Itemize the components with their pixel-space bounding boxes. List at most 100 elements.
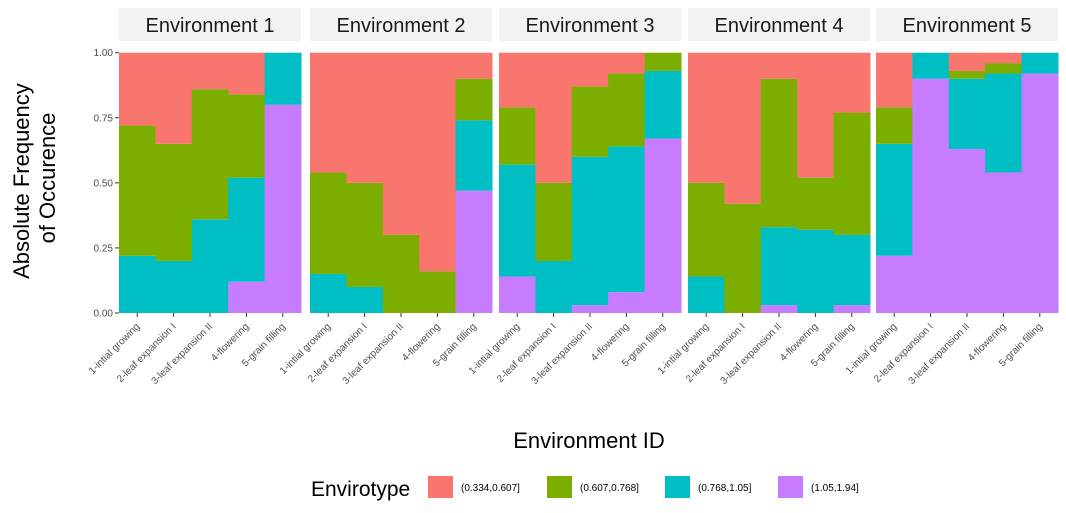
panel-strip-label: Environment 5 [903,15,1032,37]
y-axis-title: Absolute Frequency of Occurence [9,77,60,279]
bar-segment [760,305,798,313]
bar-segment [535,52,573,183]
bar-segment [191,219,229,313]
panel-strip-label: Environment 3 [526,15,655,37]
bar-segment [797,229,835,313]
bar-segment [608,73,646,147]
legend-label: (1.05,1.94] [811,483,859,494]
legend-key [665,476,690,498]
bar-segment [310,52,347,173]
bar-segment [688,276,725,313]
y-axis: 0.00 0.25 0.50 0.75 1.00 [94,48,119,320]
legend-label: (0.768,1.05] [698,483,752,494]
legend-key [428,476,453,498]
bar-segment [346,182,384,287]
y-axis-title-line-2: of Occurence [35,113,60,244]
panel-strip-label: Environment 1 [146,15,275,37]
panel-strip [499,8,681,41]
panel-strip [688,8,870,41]
bar-segment [608,52,646,74]
bar-segment [948,52,986,71]
bar-segment [985,73,1023,173]
bar-segment [571,305,609,313]
bar-segment [264,104,302,314]
bar-segment [571,52,609,87]
legend-key [778,476,803,498]
x-axis-title: Environment ID [513,428,665,453]
legend-key [547,476,572,498]
bar-segment [346,286,384,313]
bar-segment [419,52,457,272]
bar-segment [119,125,156,256]
bar-segment [1021,52,1059,74]
bar-segment [644,138,682,313]
bar-segment [1021,73,1059,313]
bar-segment [419,271,457,313]
bar-segment [912,78,950,314]
bar-segment [228,281,266,313]
legend-item: (1.05,1.94] [778,476,859,498]
bar-segment [264,52,302,105]
bar-segment [985,52,1023,64]
bar-segment [191,89,229,220]
legend-item: (0.334,0.607] [428,476,520,498]
bar-segment [688,182,725,277]
panel-strip-label: Environment 2 [337,15,466,37]
bar-segment [382,52,420,235]
bar-segment [985,172,1023,313]
legend-title: Envirotype [311,478,410,501]
bar-segment [644,52,682,71]
bar-segment [228,94,266,178]
bar-segment [119,255,156,313]
bar-segment [985,63,1023,74]
bar-segment [155,143,193,261]
bar-segment [608,292,646,313]
legend-label: (0.334,0.607] [461,483,520,494]
bar-segment [644,70,682,139]
bar-segment [310,172,347,274]
legend-item: (0.768,1.05] [665,476,752,498]
bar-segment [228,52,266,95]
legend-label: (0.607,0.768] [580,483,639,494]
bar-segment [346,52,384,183]
bar-segment [876,143,913,256]
bar-segment [499,107,536,165]
bar-segment [876,52,913,108]
bar-segment [760,227,798,306]
bar-segment [833,52,871,113]
bar-segment [912,52,950,79]
legend-items: (0.334,0.607] (0.607,0.768] (0.768,1.05] (1… [428,476,859,498]
bar-segment [535,260,573,313]
bar-segment [688,52,725,183]
bar-segment [382,234,420,313]
legend: Envirotype (0.334,0.607] (0.607,0.768] (0.… [311,476,859,501]
bar-segment [535,182,573,261]
bar-segment [876,255,913,313]
bar-segment [455,120,493,191]
bar-segment [228,177,266,282]
y-tick-label: 0.25 [94,243,114,254]
bar-segment [310,273,347,313]
bar-segment [499,276,536,313]
y-axis-title-line-1: Absolute Frequency [9,83,34,279]
bar-segment [948,149,986,313]
bar-segment [797,52,835,178]
panel-strip-label: Environment 4 [715,15,844,37]
bar-segment [455,190,493,313]
bar-segment [571,156,609,306]
bar-segment [948,70,986,79]
bar-segment [499,52,536,108]
bar-segment [760,52,798,79]
bar-segment [119,52,156,126]
bar-segment [571,86,609,157]
bar-segment [833,112,871,235]
bar-segment [948,78,986,150]
bar-segment [797,177,835,230]
y-tick-label: 0.50 [94,178,114,189]
bar-segment [455,78,493,121]
bar-segment [833,305,871,313]
